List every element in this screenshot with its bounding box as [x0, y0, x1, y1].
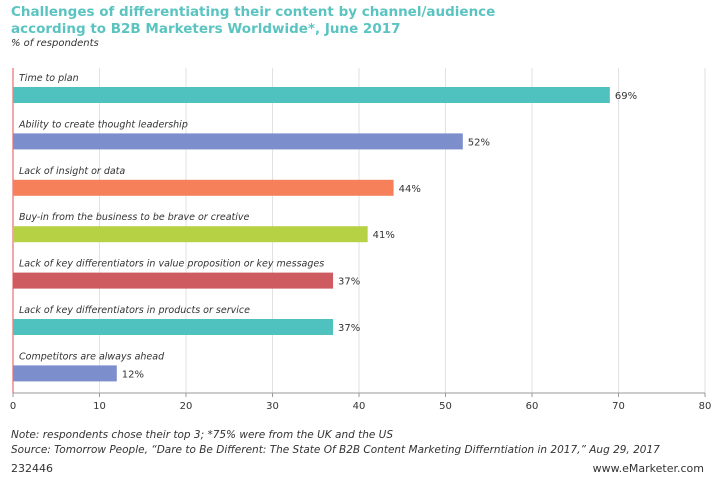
bar-3	[13, 226, 368, 243]
source-text: Source: Tomorrow People, “Dare to Be Dif…	[11, 444, 660, 456]
bar-4	[13, 272, 334, 289]
bar-2	[13, 179, 394, 196]
x-tick-label-20: 20	[180, 401, 193, 412]
value-label-4: 37%	[338, 277, 360, 288]
note-text: Note: respondents chose their top 3; *75…	[11, 429, 394, 441]
x-tick-label-0: 0	[10, 401, 16, 412]
category-label-1: Ability to create thought leadership	[18, 119, 188, 130]
category-label-2: Lack of insight or data	[19, 166, 125, 177]
category-label-4: Lack of key differentiators in value pro…	[19, 259, 324, 270]
x-tick-label-80: 80	[699, 401, 712, 412]
chart-title: Challenges of differentiating their cont…	[11, 4, 496, 37]
x-tick-label-70: 70	[612, 401, 625, 412]
x-tick-label-50: 50	[439, 401, 452, 412]
bar-0	[13, 87, 610, 103]
value-label-3: 41%	[373, 230, 395, 241]
category-label-5: Lack of key differentiators in products …	[19, 305, 250, 316]
x-tick-label-60: 60	[526, 401, 539, 412]
chart-subtitle: % of respondents	[11, 38, 99, 49]
category-label-0: Time to plan	[19, 73, 79, 84]
value-label-6: 12%	[122, 369, 144, 380]
bar-6	[13, 365, 117, 382]
bar-1	[13, 133, 463, 150]
value-label-2: 44%	[399, 184, 421, 195]
value-label-1: 52%	[468, 137, 490, 148]
x-tick-label-30: 30	[266, 401, 279, 412]
category-label-3: Buy-in from the business to be brave or …	[19, 212, 250, 223]
bar-chart: 0 10 20 30 40 50 60 70 80 Time to plan 69% Ability …	[10, 68, 712, 412]
category-label-6: Competitors are always ahead	[19, 351, 165, 362]
value-label-0: 69%	[615, 91, 637, 102]
chart-footnote: Note: respondents chose their top 3; *75…	[11, 428, 660, 458]
chart-id: 232446	[11, 462, 53, 475]
x-tick-label-10: 10	[93, 401, 106, 412]
x-tick-label-40: 40	[353, 401, 366, 412]
value-label-5: 37%	[338, 323, 360, 334]
bar-5	[13, 319, 334, 335]
brand-link[interactable]: www.eMarketer.com	[592, 462, 704, 475]
